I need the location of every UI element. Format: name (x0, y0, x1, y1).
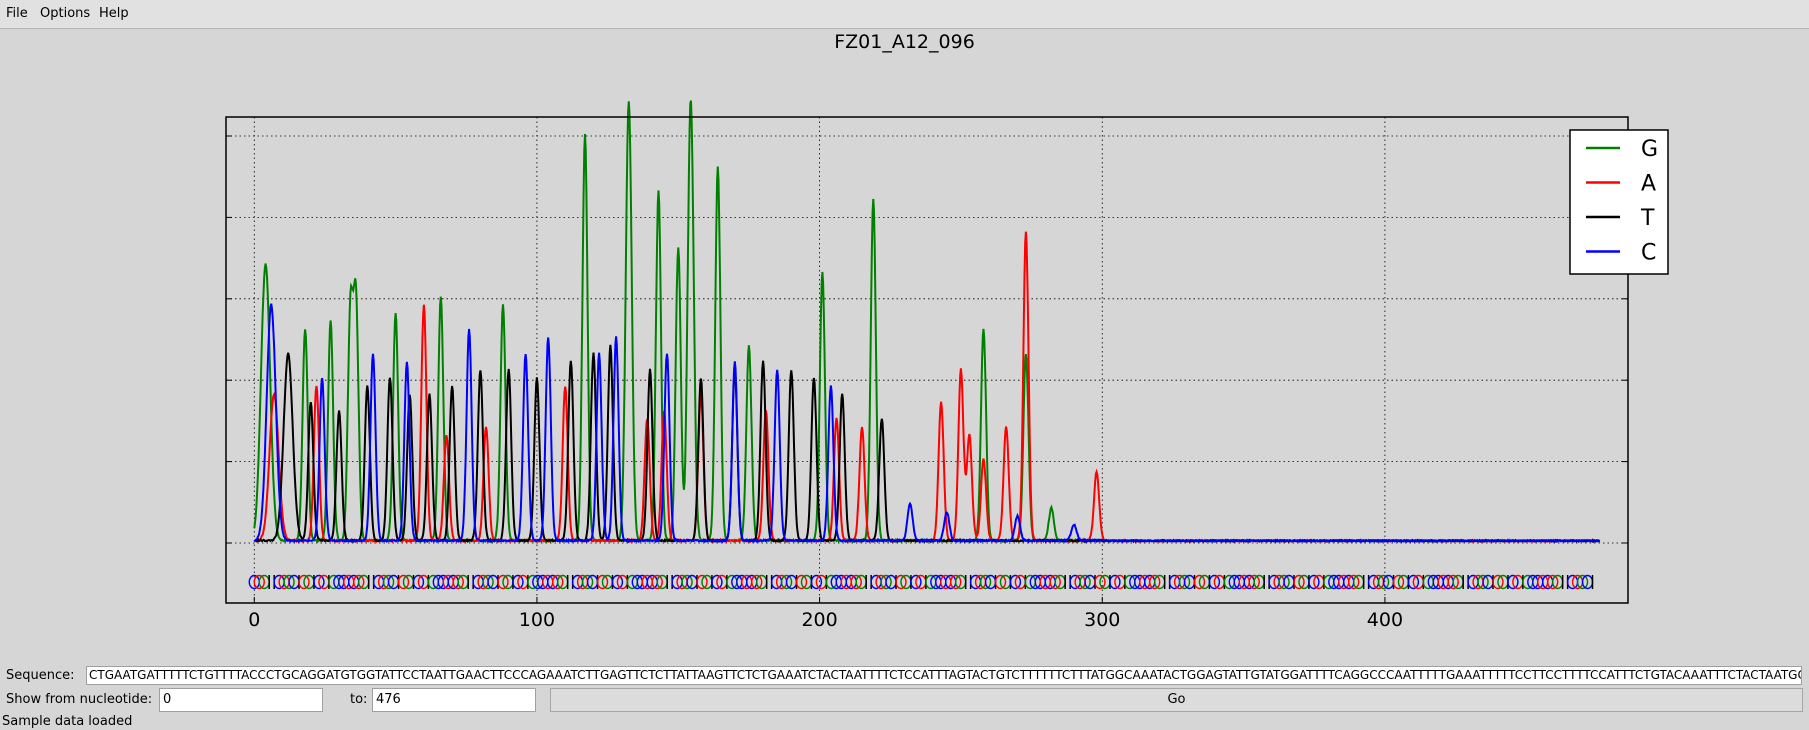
base-call-mark (1507, 574, 1519, 590)
base-call-mark (1094, 574, 1106, 590)
x-tick-label: 100 (519, 609, 555, 631)
menu-bar: File Options Help (0, 0, 1809, 29)
menu-options[interactable]: Options (40, 6, 91, 21)
x-tick-label: 200 (801, 609, 837, 631)
show-from-label: Show from nucleotide: (6, 692, 153, 707)
base-call-mark (412, 574, 425, 590)
to-nucleotide-input[interactable]: 476 (372, 688, 536, 712)
base-call-mark (1178, 574, 1191, 590)
base-call-mark (581, 574, 594, 590)
base-call-mark (950, 574, 962, 590)
base-call-mark (910, 574, 922, 590)
base-call-mark (452, 574, 464, 590)
from-nucleotide-input[interactable]: 0 (159, 688, 323, 712)
sequence-label: Sequence: (6, 668, 75, 683)
sequence-field[interactable]: CTGAATGATTTTTCTGTTTTACCCTGCAGGATGTGGTATT… (86, 666, 1802, 685)
x-tick-label: 300 (1084, 609, 1120, 631)
base-call-mark (994, 574, 1007, 590)
base-call-mark (979, 574, 992, 590)
x-tick-label: 0 (248, 609, 260, 631)
menu-file[interactable]: File (6, 6, 28, 21)
base-call-mark (353, 574, 365, 590)
base-call-mark (1447, 574, 1459, 590)
base-call-mark (1392, 574, 1405, 590)
menu-help[interactable]: Help (99, 6, 129, 21)
base-call-mark (780, 574, 793, 590)
base-call-mark (1546, 574, 1559, 590)
base-call-mark (1576, 574, 1589, 590)
trace-t (253, 344, 1601, 544)
base-call-mark (1193, 574, 1206, 590)
legend-label-a: A (1641, 172, 1656, 197)
base-call-mark (1109, 574, 1121, 590)
base-call-mark (1009, 574, 1022, 590)
base-call-mark (880, 574, 892, 590)
plot-frame (225, 116, 1629, 604)
base-call-mark (850, 574, 862, 590)
base-call-mark (512, 574, 524, 590)
trace-c (253, 303, 1600, 544)
legend-label-t: T (1640, 206, 1655, 231)
base-call-mark (1248, 574, 1260, 590)
base-call-mark (1308, 574, 1320, 590)
base-call-mark (482, 574, 494, 590)
chart-title: FZ01_A12_096 (834, 31, 975, 53)
to-label: to: (350, 692, 368, 707)
base-call-mark (895, 574, 907, 590)
base-call-mark (1293, 574, 1305, 590)
legend-label-c: C (1641, 241, 1656, 266)
base-call-mark (596, 574, 609, 590)
base-call-mark (1278, 574, 1290, 590)
base-call-mark (1477, 574, 1489, 590)
base-call-mark (810, 574, 823, 590)
base-call-mark (651, 574, 663, 590)
legend-label-g: G (1641, 137, 1658, 162)
base-call-mark (1377, 574, 1390, 590)
status-bar: Sample data loaded (2, 714, 133, 729)
base-call-mark (1208, 574, 1221, 590)
base-call-mark (711, 574, 723, 590)
base-call-mark (1149, 574, 1161, 590)
base-call-mark (1079, 574, 1091, 590)
base-call-mark (1407, 574, 1420, 590)
base-call-mark (795, 574, 808, 590)
base-call-mark (253, 574, 265, 590)
base-call-mark (1348, 574, 1360, 590)
base-call-mark (283, 574, 295, 590)
base-call-mark (1049, 574, 1061, 590)
base-call-mark (382, 574, 395, 590)
base-calls-track (248, 574, 1594, 590)
base-call-mark (497, 574, 509, 590)
base-call-mark (696, 574, 708, 590)
go-button[interactable]: Go (550, 688, 1803, 712)
base-call-mark (1492, 574, 1504, 590)
x-tick-label: 400 (1367, 609, 1403, 631)
base-call-mark (313, 574, 325, 590)
base-call-mark (611, 574, 624, 590)
base-call-mark (751, 574, 763, 590)
base-call-mark (681, 574, 693, 590)
base-call-mark (397, 574, 410, 590)
base-call-mark (298, 574, 310, 590)
legend-box (1569, 129, 1669, 275)
base-call-mark (552, 574, 564, 590)
